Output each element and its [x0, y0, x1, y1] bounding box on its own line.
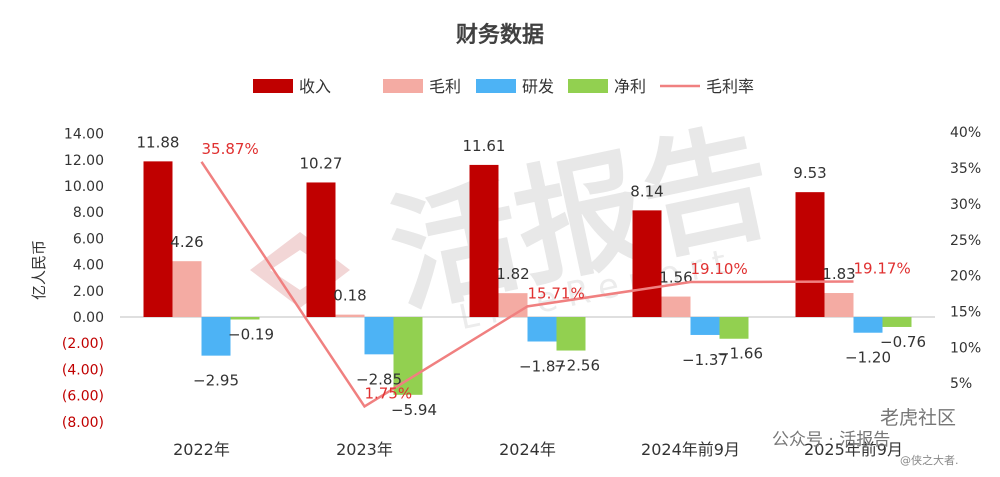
watermark-author: @侠之大者. [900, 454, 959, 467]
bar-毛利-2 [335, 314, 365, 317]
y-tick-label: 8.00 [73, 205, 104, 221]
legend-label-4: 净利 [614, 77, 646, 96]
y-tick-label: (8.00) [62, 415, 104, 431]
x-tick-label: 2022年 [173, 440, 230, 459]
bar-毛利-4 [661, 296, 691, 317]
x-tick-label: 2024年前9月 [641, 440, 740, 459]
bar-研发-3 [527, 317, 557, 342]
data-label-研发: −2.85 [356, 370, 402, 388]
bar-净利-1 [230, 317, 260, 320]
x-tick-label: 2024年 [499, 440, 556, 459]
y-tick-label: (4.00) [62, 362, 104, 378]
data-label-净利: −1.66 [717, 345, 763, 363]
data-label-研发: −1.20 [845, 349, 891, 367]
legend-swatch-3 [476, 79, 516, 93]
data-label-收入: 11.61 [463, 137, 506, 155]
y2-tick-label: 15% [950, 304, 981, 320]
bar-收入-4 [632, 210, 662, 317]
bar-研发-5 [853, 317, 883, 333]
data-label-收入: 11.88 [137, 133, 180, 151]
bar-研发-1 [201, 317, 231, 356]
margin-label: 1.75% [365, 384, 413, 402]
bar-净利-4 [719, 317, 749, 339]
data-label-毛利: 4.26 [170, 233, 203, 251]
y-tick-label: (6.00) [62, 389, 104, 405]
bar-收入-1 [143, 161, 173, 317]
bar-毛利-1 [172, 261, 202, 317]
y2-tick-label: 25% [950, 233, 981, 249]
bar-收入-2 [306, 182, 336, 317]
data-label-净利: −2.56 [554, 357, 600, 375]
y-tick-label: 2.00 [73, 284, 104, 300]
bar-研发-2 [364, 317, 394, 355]
y-tick-label: 12.00 [64, 153, 104, 169]
data-label-毛利: 1.83 [822, 265, 855, 283]
data-label-研发: −2.95 [193, 372, 239, 390]
data-label-毛利: 0.18 [333, 287, 366, 305]
y2-tick-label: 35% [950, 161, 981, 177]
y-tick-label: 10.00 [64, 179, 104, 195]
data-label-研发: −1.87 [519, 357, 565, 375]
chart-title: 财务数据 [456, 22, 544, 48]
watermark-account: 公众号 · 活报告 [772, 430, 891, 450]
margin-label: 15.71% [528, 284, 585, 302]
bar-净利-2 [393, 317, 423, 395]
y-tick-label: (2.00) [62, 336, 104, 352]
y2-tick-label: 5% [950, 376, 972, 392]
x-tick-label: 2025年前9月 [804, 440, 903, 459]
legend-swatch-1 [253, 79, 293, 93]
y-axis-title: 亿人民币 [30, 240, 48, 300]
data-label-净利: −5.94 [391, 401, 437, 419]
bar-收入-3 [469, 164, 499, 317]
bar-研发-4 [690, 317, 720, 335]
legend-label-1: 收入 [299, 77, 331, 96]
legend-swatch-4 [568, 79, 608, 93]
legend-label-3: 研发 [522, 77, 554, 96]
data-label-净利: −0.19 [228, 325, 274, 343]
bar-毛利-3 [498, 293, 528, 317]
data-label-收入: 9.53 [793, 164, 826, 182]
margin-label: 35.87% [202, 140, 259, 158]
legend-swatch-2 [383, 79, 423, 93]
bar-收入-5 [795, 192, 825, 317]
y-tick-label: 4.00 [73, 258, 104, 274]
watermark-community: 老虎社区 [880, 407, 957, 429]
bar-净利-3 [556, 317, 586, 351]
legend-label-2: 毛利 [429, 77, 461, 96]
margin-label: 19.10% [691, 260, 748, 278]
bar-毛利-5 [824, 293, 854, 317]
y2-tick-label: 40% [950, 125, 981, 141]
margin-label: 19.17% [854, 260, 911, 278]
data-label-净利: −0.76 [880, 333, 926, 351]
y-tick-label: 6.00 [73, 231, 104, 247]
bar-净利-5 [882, 317, 912, 327]
y2-tick-label: 30% [950, 197, 981, 213]
data-label-研发: −1.37 [682, 351, 728, 369]
y2-tick-label: 10% [950, 340, 981, 356]
data-label-收入: 8.14 [630, 182, 663, 200]
y-tick-label: 0.00 [73, 310, 104, 326]
y-tick-label: 14.00 [64, 127, 104, 143]
x-tick-label: 2023年 [336, 440, 393, 459]
data-label-毛利: 1.82 [496, 265, 529, 283]
data-label-收入: 10.27 [300, 154, 343, 172]
margin-line [200, 161, 854, 409]
legend-label-5: 毛利率 [706, 77, 754, 96]
y2-tick-label: 20% [950, 269, 981, 285]
